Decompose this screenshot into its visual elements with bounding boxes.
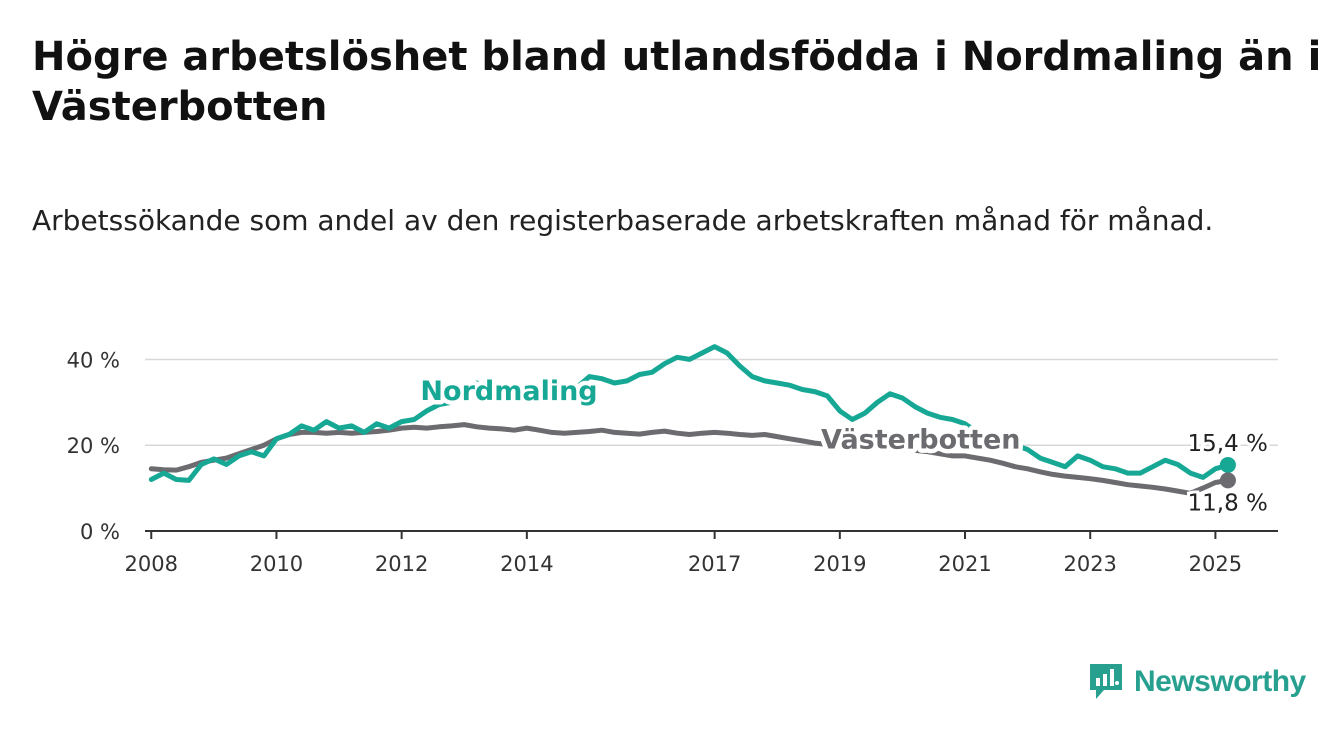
newsworthy-logo-icon <box>1090 664 1122 699</box>
x-tick-label: 2019 <box>813 552 866 576</box>
brand-name: Newsworthy <box>1134 665 1306 698</box>
end-value-label-västerbotten: 11,8 % <box>1188 490 1268 516</box>
newsworthy-logo: Newsworthy <box>1088 660 1306 704</box>
line-chart: 0 % 20 % 40 % 2008 2010 2012 2014 2017 2019 2021 2… <box>67 344 1278 576</box>
x-tick-label: 2010 <box>250 552 303 576</box>
y-tick-label: 0 % <box>80 520 120 544</box>
x-tick-label: 2025 <box>1189 552 1242 576</box>
series-line-västerbotten <box>148 422 1231 496</box>
end-value-label-nordmaling: 15,4 % <box>1188 431 1268 457</box>
series-label-västerbotten: Västerbotten <box>821 425 1020 456</box>
x-tick-label: 2023 <box>1063 552 1116 576</box>
y-tick-label: 20 % <box>67 434 120 458</box>
x-tick-label: 2014 <box>500 552 553 576</box>
end-point-västerbotten <box>1219 472 1236 489</box>
x-tick-label: 2021 <box>938 552 991 576</box>
x-tick-label: 2017 <box>688 552 741 576</box>
x-tick-label: 2012 <box>375 552 428 576</box>
series-line-nordmaling <box>148 344 1231 483</box>
chart-title: Högre arbetslöshet bland utlandsfödda i … <box>32 34 1322 130</box>
end-point-nordmaling <box>1219 456 1236 473</box>
y-tick-label: 40 % <box>67 348 120 372</box>
series-label-nordmaling: Nordmaling <box>420 376 597 407</box>
x-tick-label: 2008 <box>125 552 178 576</box>
chart-subtitle: Arbetssökande som andel av den registerb… <box>32 204 1214 237</box>
